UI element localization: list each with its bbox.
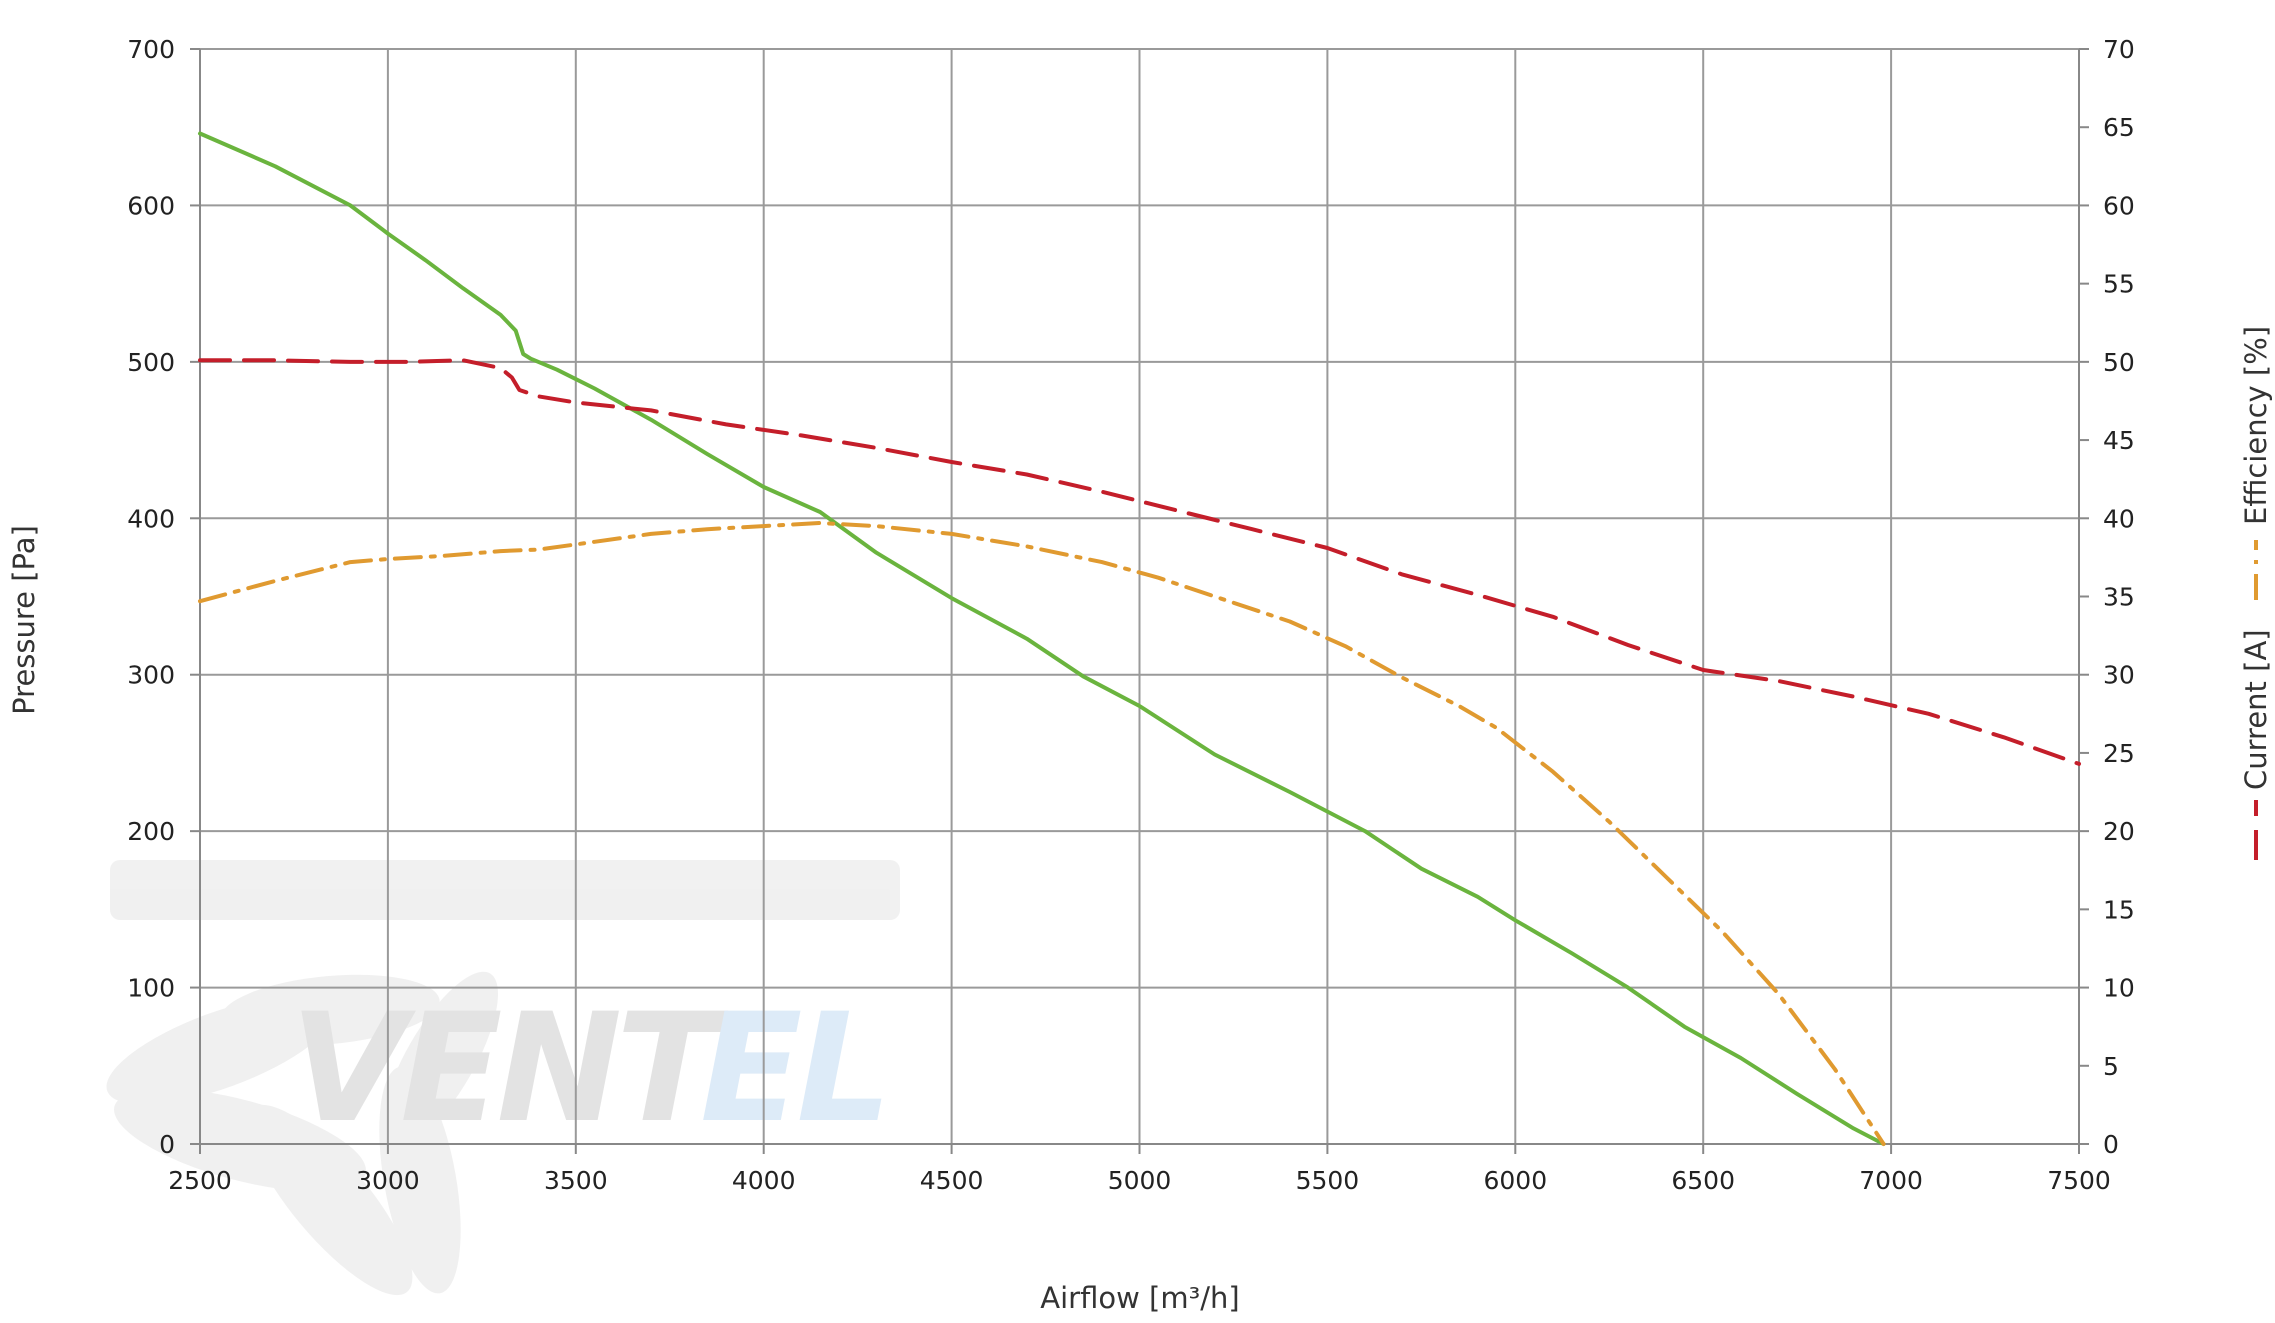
x-tick-label: 7500 [2047,1166,2111,1195]
x-tick-label: 5000 [1108,1166,1172,1195]
y-left-tick-labels: 0 100 200 300 400 500 600 700 [127,35,175,1159]
x-tick-label: 6500 [1671,1166,1735,1195]
y-right-tick-label: 70 [2103,35,2135,64]
y-left-tick-label: 700 [127,35,175,64]
y-right-tick-label: 45 [2103,426,2135,455]
x-tick-label: 4000 [732,1166,796,1195]
efficiency-curve-line [198,521,1886,1146]
y-left-tick-label: 0 [159,1130,175,1159]
x-tick-labels: 2500 3000 3500 4000 4500 5000 5500 6000 6500 7000… [168,1166,2111,1195]
svg-text:VENT: VENT [290,982,729,1156]
legend-current-label: Current [A] [2239,629,2273,790]
x-tick-label: 4500 [920,1166,984,1195]
y-left-tick-label: 100 [127,974,175,1003]
y-right-tick-label: 35 [2103,583,2135,612]
svg-text:EL: EL [700,982,886,1156]
y-left-tick-label: 200 [127,817,175,846]
x-tick-label: 2500 [168,1166,232,1195]
y-right-tick-label: 5 [2103,1052,2119,1081]
x-tick-label: 3000 [356,1166,420,1195]
ventel-watermark-logo: VENT EL [106,860,900,1296]
y-right-tick-label: 65 [2103,113,2135,142]
y-left-tick-label: 300 [127,661,175,690]
x-axis-title: Airflow [m³/h] [1040,1281,1239,1315]
x-tick-label: 7000 [1859,1166,1923,1195]
y-right-tick-label: 15 [2103,895,2135,924]
y-right-tick-label: 40 [2103,504,2135,533]
y-right-tick-label: 10 [2103,974,2135,1003]
series-layer [198,131,2081,1146]
y-left-tick-label: 600 [127,191,175,220]
x-tick-label: 3500 [544,1166,608,1195]
right-legend: Current [A] Efficiency [%] [2239,326,2273,860]
y-left-axis-title: Pressure [Pa] [7,525,41,715]
y-right-tick-label: 60 [2103,191,2135,220]
x-tick-label: 5500 [1296,1166,1360,1195]
y-right-tick-labels: 0 5 10 15 20 25 30 35 40 45 50 55 60 65 70 [2103,35,2135,1159]
y-right-tick-label: 30 [2103,661,2135,690]
pressure-curve-line [198,131,1886,1146]
chart-axes [190,48,2089,1154]
y-right-tick-label: 25 [2103,739,2135,768]
y-right-tick-label: 20 [2103,817,2135,846]
x-tick-label: 6000 [1483,1166,1547,1195]
y-right-tick-label: 0 [2103,1130,2119,1159]
current-curve-line [198,358,2081,766]
y-left-tick-label: 400 [127,504,175,533]
y-right-tick-label: 50 [2103,348,2135,377]
y-right-tick-label: 55 [2103,270,2135,299]
y-left-tick-label: 500 [127,348,175,377]
legend-efficiency-label: Efficiency [%] [2239,326,2273,525]
